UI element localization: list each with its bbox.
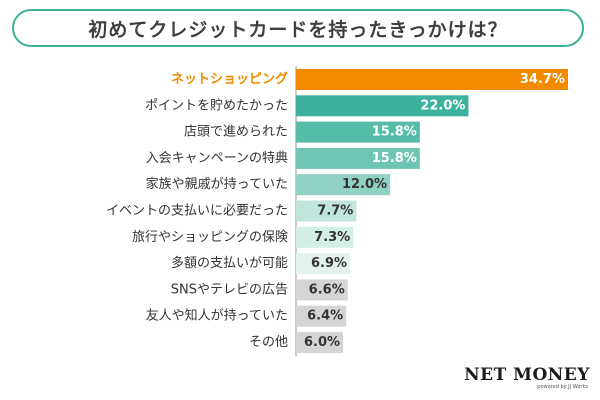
bar (296, 226, 354, 248)
value-label: 22.0% (420, 98, 465, 113)
category-label: イベントの支払いに必要だった (106, 204, 288, 219)
value-label: 15.8% (372, 125, 417, 140)
bar (296, 305, 347, 327)
value-label: 34.7% (520, 72, 565, 87)
category-label: ポイントを貯めたかった (145, 98, 288, 113)
bar (296, 253, 351, 275)
value-label: 7.7% (317, 204, 353, 219)
net-money-logo: NET MONEY powered by JJ Works (462, 366, 592, 396)
category-label: 店頭で進められた (184, 125, 288, 140)
category-label: 旅行やショッピングの保険 (132, 230, 288, 245)
category-label: 家族や親戚が持っていた (146, 176, 288, 192)
category-label: ネットショッピング (171, 71, 288, 87)
category-label: SNSやテレビの広告 (171, 282, 288, 297)
category-label: 多額の支払いが可能 (171, 255, 288, 271)
value-label: 6.0% (304, 335, 340, 350)
bar (296, 95, 469, 117)
logo-text: NET MONEY (464, 365, 590, 385)
bar (296, 174, 391, 196)
bar (296, 147, 420, 169)
logo-subtext: powered by JJ Works (537, 384, 588, 390)
value-label: 15.8% (372, 151, 417, 166)
category-label: その他 (249, 335, 288, 350)
value-label: 12.0% (342, 177, 387, 192)
category-label: 友人や知人が持っていた (146, 308, 288, 324)
bar (296, 279, 348, 301)
bar (296, 332, 344, 353)
value-label: 6.6% (309, 282, 345, 297)
bar (296, 121, 420, 143)
bar (296, 200, 357, 222)
chart-title: 初めてクレジットカードを持ったきっかけは？ (88, 18, 508, 41)
value-label: 6.9% (311, 256, 347, 271)
value-label: 7.3% (314, 230, 350, 245)
category-label: 入会キャンペーンの特典 (146, 151, 288, 166)
title-box: 初めてクレジットカードを持ったきっかけは？ (12, 9, 584, 47)
bar (296, 69, 568, 90)
value-label: 6.4% (307, 309, 343, 324)
